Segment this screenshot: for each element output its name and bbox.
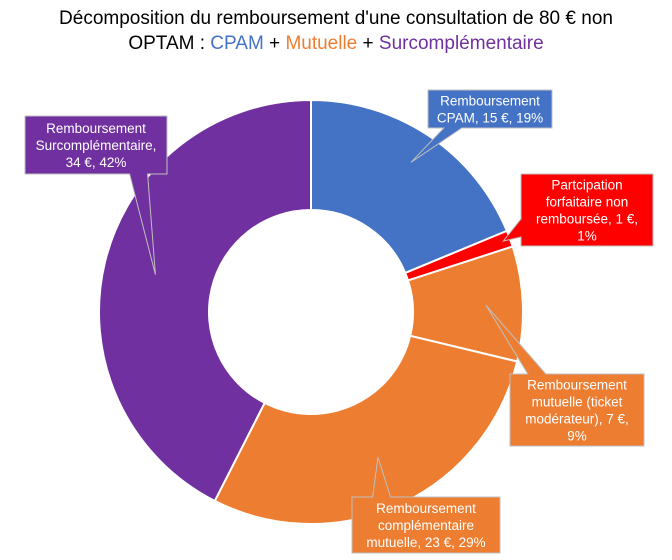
callout-box-cpam bbox=[410, 89, 553, 163]
chart-title-line1: Décomposition du remboursement d'une con… bbox=[59, 8, 613, 29]
title-mutuelle: Mutuelle bbox=[285, 33, 358, 54]
chart-title: Décomposition du remboursement d'une con… bbox=[0, 6, 672, 56]
callout-surcomplementaire: Remboursement Surcomplémentaire, 34 €, 42% bbox=[24, 115, 168, 275]
slice-cpam bbox=[310, 98, 509, 275]
callout-label-cpam-line-0: Remboursement bbox=[440, 94, 540, 109]
title-plus-1: + bbox=[263, 33, 286, 54]
callout-box-complementaire bbox=[351, 457, 501, 554]
callout-label-participation-line-2: remboursée, 1 €, bbox=[536, 212, 638, 227]
callout-label-participation-line-1: forfaitaire non bbox=[546, 195, 629, 210]
callout-label-complementaire-line-1: complémentaire bbox=[378, 518, 474, 533]
callout-label-ticket-line-3: 9% bbox=[567, 429, 587, 444]
callout-label-ticket-line-2: modérateur), 7 €, bbox=[525, 412, 629, 427]
callout-label-complementaire-line-2: mutuelle, 23 €, 29% bbox=[366, 535, 485, 550]
title-plus-2: + bbox=[357, 33, 379, 54]
callout-label-surcomplementaire-line-1: Surcomplémentaire, bbox=[36, 138, 157, 153]
callout-label-complementaire-line-0: Remboursement bbox=[376, 501, 476, 516]
callout-label-cpam-line-1: CPAM, 15 €, 19% bbox=[437, 111, 543, 126]
slice-complementaire bbox=[213, 334, 519, 525]
callout-label-ticket-line-0: Remboursement bbox=[527, 378, 627, 393]
callout-complementaire: Remboursement complémentaire mutuelle, 23 … bbox=[351, 457, 501, 554]
callout-label-surcomplementaire-line-2: 34 €, 42% bbox=[66, 155, 127, 170]
callout-cpam: Remboursement CPAM, 15 €, 19% bbox=[410, 89, 553, 163]
callout-participation: Partcipation forfaitaire non remboursée, 1… bbox=[502, 173, 654, 247]
callout-label-ticket-line-1: mutuelle (ticket bbox=[532, 395, 623, 410]
callout-box-ticket bbox=[485, 304, 645, 447]
title-cpam: CPAM bbox=[210, 33, 264, 54]
title-surcomplementaire: Surcomplémentaire bbox=[378, 33, 544, 54]
chart-title-line2: OPTAM : CPAM + Mutuelle + Surcomplémenta… bbox=[0, 31, 672, 56]
callout-ticket: Remboursement mutuelle (ticket modérateur)… bbox=[485, 304, 645, 447]
callout-box-surcomplementaire bbox=[24, 115, 168, 275]
callout-label-participation-line-0: Partcipation bbox=[551, 178, 622, 193]
callout-label-participation-line-3: 1% bbox=[577, 229, 597, 244]
title-prefix: OPTAM : bbox=[128, 33, 211, 54]
slices-layer bbox=[98, 98, 524, 525]
callout-label-surcomplementaire-line-0: Remboursement bbox=[46, 121, 146, 136]
callout-box-participation bbox=[502, 173, 654, 247]
slice-surcomplementaire bbox=[98, 98, 312, 503]
callouts-layer: Remboursement CPAM, 15 €, 19% Partcipation… bbox=[24, 89, 654, 554]
